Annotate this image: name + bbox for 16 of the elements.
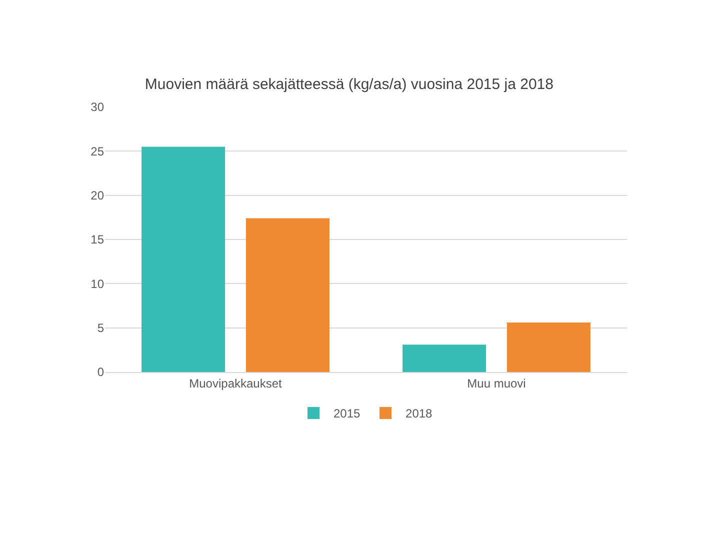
y-tick-label: 30	[90, 100, 104, 114]
y-tick-label: 25	[90, 144, 104, 158]
bar	[142, 146, 226, 372]
chart-title: Muovien määrä sekajätteessä (kg/as/a) vuosina 2015 ja 2018	[144, 76, 554, 93]
y-tick-label: 20	[90, 188, 104, 203]
y-tick-label: 10	[90, 276, 104, 291]
y-tick-label: 0	[97, 365, 104, 380]
y-tick-label: 15	[90, 232, 104, 247]
y-tick-label: 5	[97, 321, 104, 336]
x-tick-label: Muovipakkaukset	[189, 376, 283, 390]
legend-label: 2018	[406, 406, 433, 421]
legend-label: 2015	[334, 406, 361, 421]
bar	[246, 218, 330, 372]
x-tick-label: Muu muovi	[467, 376, 526, 390]
bar	[506, 322, 590, 372]
bar	[402, 344, 486, 372]
